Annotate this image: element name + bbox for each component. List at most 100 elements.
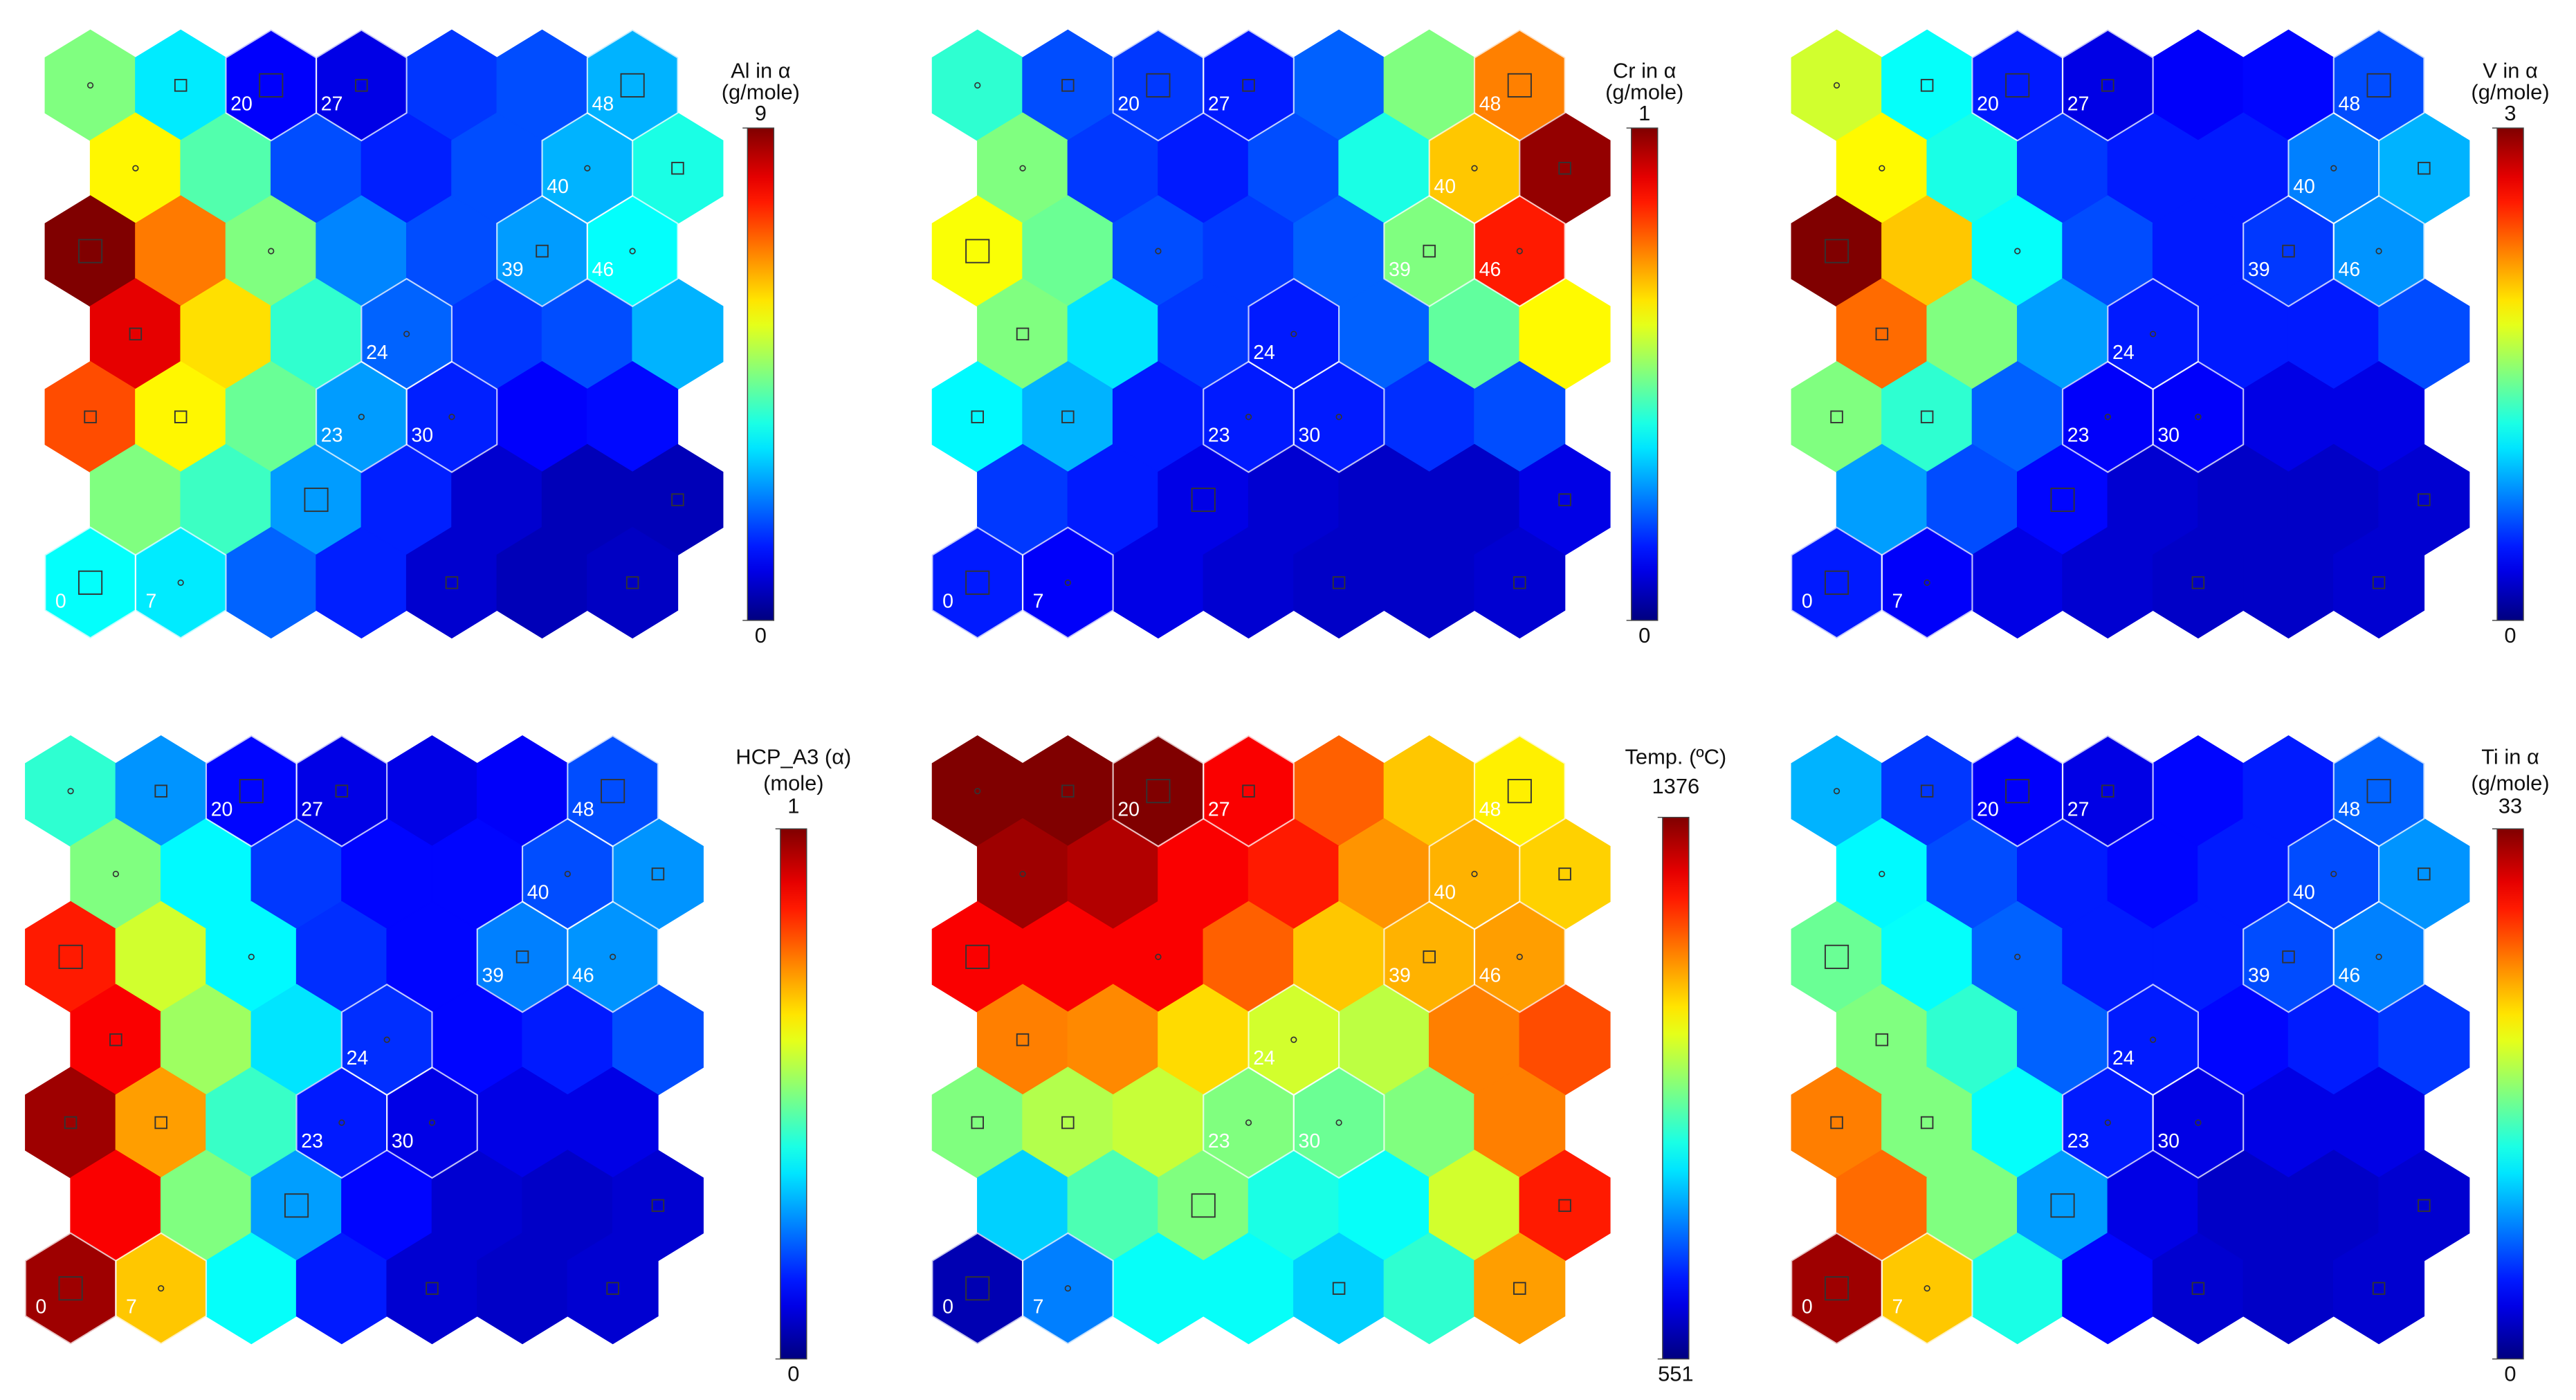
node-label: 20 xyxy=(211,799,233,821)
node-label: 0 xyxy=(55,590,66,612)
hit-marker xyxy=(610,953,616,960)
node-label: 48 xyxy=(1479,799,1501,821)
node-label: 20 xyxy=(230,93,253,115)
node-outline xyxy=(1473,901,1566,1013)
node-outline xyxy=(1881,1232,1973,1345)
node-label: 46 xyxy=(2338,259,2360,281)
node-label: 7 xyxy=(126,1296,137,1318)
hit-marker xyxy=(129,327,143,341)
node-label: 30 xyxy=(392,1130,414,1152)
hit-marker xyxy=(259,73,284,98)
node-label: 0 xyxy=(942,590,953,612)
node-label: 20 xyxy=(1117,799,1140,821)
colorbar-title: V in α xyxy=(2483,59,2538,83)
hit-marker xyxy=(268,248,275,255)
hit-marker xyxy=(536,244,549,258)
node-label: 39 xyxy=(1389,259,1411,281)
node-label: 23 xyxy=(2067,425,2090,447)
node-label: 7 xyxy=(1033,1296,1044,1318)
hit-marker xyxy=(2050,487,2075,513)
hit-marker xyxy=(1332,1282,1346,1295)
colorbar-title: Al in α xyxy=(731,59,790,83)
hit-marker xyxy=(1879,165,1885,172)
hit-marker xyxy=(1061,410,1075,423)
hit-marker xyxy=(1155,953,1162,960)
hit-marker xyxy=(1016,327,1030,341)
hit-marker xyxy=(1471,165,1478,172)
colorbar-title: HCP_A3 (α) xyxy=(736,744,851,768)
hit-marker xyxy=(971,410,985,423)
hit-marker xyxy=(625,576,639,589)
colorbar-tick-label: 33 xyxy=(2499,794,2522,818)
node-label: 39 xyxy=(482,964,504,986)
colorbar-tick-label: 0 xyxy=(787,1362,799,1386)
hit-marker xyxy=(2418,1199,2431,1213)
hit-marker xyxy=(1290,1036,1297,1043)
colorbar-title: (g/mole) xyxy=(722,80,800,104)
hit-marker xyxy=(403,331,410,338)
hit-marker xyxy=(158,1285,165,1292)
hit-marker xyxy=(1507,73,1532,98)
hit-marker xyxy=(1423,950,1436,964)
node-label: 30 xyxy=(2157,1130,2180,1152)
hit-marker xyxy=(2191,1282,2205,1295)
node-label: 39 xyxy=(1389,964,1411,986)
colorbar-tick-label: 1 xyxy=(787,794,799,818)
node-outline xyxy=(2061,29,2154,142)
hit-marker xyxy=(2149,1036,2157,1043)
hit-marker xyxy=(1924,1285,1930,1292)
hit-marker xyxy=(428,1119,436,1126)
node-label: 46 xyxy=(572,964,594,986)
hit-marker xyxy=(1335,1119,1342,1126)
node-label: 24 xyxy=(347,1047,369,1069)
node-label: 27 xyxy=(321,93,343,115)
node-label: 23 xyxy=(1208,1130,1230,1152)
node-label: 39 xyxy=(502,259,524,281)
colorbar-tick-label: 3 xyxy=(2504,101,2516,125)
colorbar xyxy=(2496,127,2524,621)
node-outline xyxy=(2332,901,2425,1013)
hit-marker xyxy=(974,788,981,795)
colorbar-tick-label: 0 xyxy=(755,623,767,647)
hit-marker xyxy=(2104,1119,2111,1126)
hit-marker xyxy=(1019,870,1026,878)
hit-marker xyxy=(965,570,990,595)
node-label: 23 xyxy=(1208,425,1230,447)
hit-marker xyxy=(1064,579,1071,586)
node-label: 7 xyxy=(1892,590,1903,612)
hit-marker xyxy=(58,944,83,969)
hit-marker xyxy=(2330,870,2337,878)
node-outline xyxy=(386,1066,478,1179)
hex-cell xyxy=(1474,526,1566,639)
hit-marker xyxy=(2418,493,2431,506)
hit-marker xyxy=(1924,579,1930,586)
hit-marker xyxy=(584,165,591,172)
colorbar-title: Temp. (ºC) xyxy=(1625,744,1726,768)
node-label: 46 xyxy=(2338,964,2360,986)
hit-marker xyxy=(1558,493,1571,506)
hit-marker xyxy=(1920,784,1934,798)
hit-marker xyxy=(1146,779,1171,804)
hit-marker xyxy=(248,953,255,960)
hit-marker xyxy=(426,1282,439,1295)
som-panel: 20 27 48 40 39 46 24 23 30 0 7 Cr in α(g/mole) 0 1 xyxy=(931,29,1683,647)
hit-marker xyxy=(1920,1116,1934,1130)
colorbar-title: (g/mole) xyxy=(2471,80,2549,104)
hit-marker xyxy=(109,1033,122,1047)
node-outline xyxy=(1203,29,1295,142)
colorbar-title: (g/mole) xyxy=(2471,771,2549,795)
node-label: 27 xyxy=(2067,93,2090,115)
hit-marker xyxy=(1471,870,1478,878)
hit-marker xyxy=(1824,944,1849,969)
hit-marker xyxy=(2005,779,2030,804)
node-label: 30 xyxy=(411,425,433,447)
hit-marker xyxy=(1516,248,1523,255)
colorbar-tick-label: 0 xyxy=(2504,623,2516,647)
colorbar xyxy=(747,127,775,621)
hit-marker xyxy=(2104,414,2111,421)
hit-marker xyxy=(174,410,188,423)
hit-marker xyxy=(86,82,94,89)
node-outline xyxy=(1292,1066,1385,1179)
node-label: 20 xyxy=(1977,93,1999,115)
